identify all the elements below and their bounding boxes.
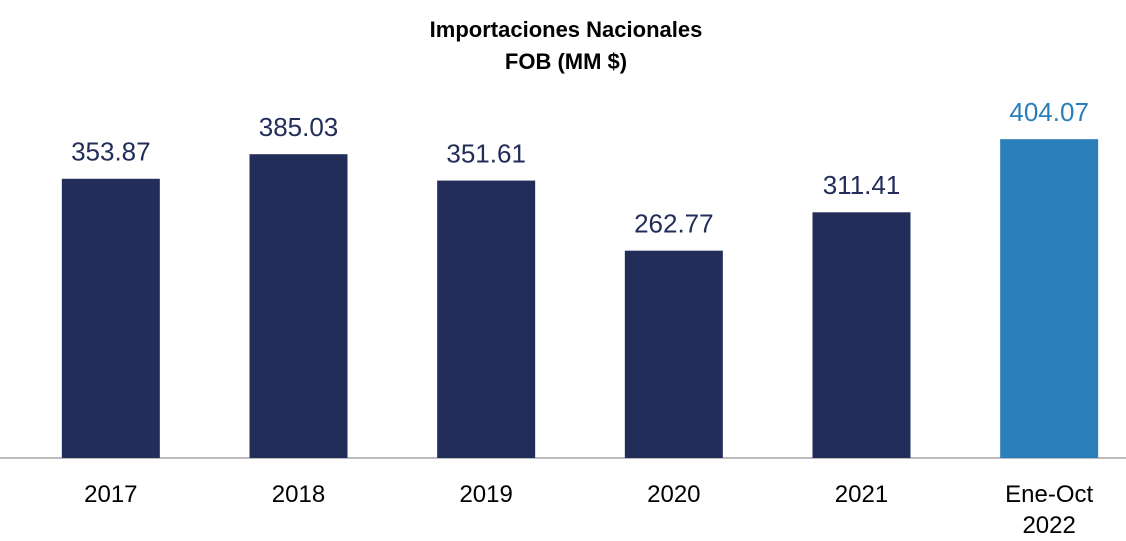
value-label: 351.61 — [446, 138, 526, 168]
bar — [812, 212, 911, 458]
x-tick-label: 2019 — [459, 481, 513, 508]
bar — [624, 250, 723, 458]
bar — [1000, 139, 1099, 458]
bar — [249, 154, 348, 458]
bar — [61, 178, 160, 458]
x-tick-label: 2017 — [84, 481, 138, 508]
bar — [437, 180, 536, 458]
value-label: 353.87 — [71, 137, 151, 167]
chart-subtitle: FOB (MM $) — [505, 49, 627, 74]
x-tick-label: 2021 — [834, 481, 889, 508]
chart-title: Importaciones Nacionales — [430, 17, 703, 42]
value-label: 385.03 — [259, 112, 339, 142]
value-label: 311.41 — [823, 170, 901, 200]
value-label: 404.07 — [1009, 97, 1089, 127]
x-tick-label: 2020 — [647, 481, 701, 508]
value-label: 262.77 — [634, 209, 714, 239]
x-tick-label: Ene-Oct 2022 — [1005, 481, 1094, 539]
x-tick-label: 2018 — [271, 481, 326, 508]
